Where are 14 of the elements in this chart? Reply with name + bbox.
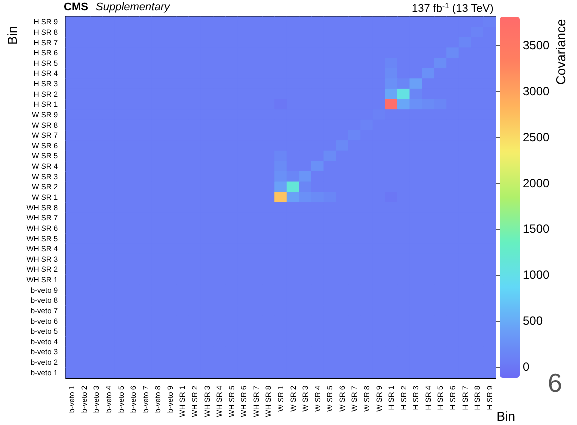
y-axis-title: Bin bbox=[5, 26, 20, 45]
color-bar-label: 1000 bbox=[523, 268, 550, 282]
text: 6 bbox=[548, 368, 562, 398]
color-bar-label: 0 bbox=[523, 360, 530, 374]
color-bar-label: 500 bbox=[523, 314, 544, 328]
color-bar-label: 3500 bbox=[523, 38, 550, 52]
chart-subtitle: Supplementary bbox=[96, 2, 172, 14]
chart-title: CMS bbox=[64, 2, 88, 14]
color-bar-title: Covariance bbox=[554, 19, 568, 85]
color-bar-label: 3000 bbox=[523, 84, 550, 98]
color-bar-label: 2000 bbox=[523, 176, 550, 190]
x-axis-title: Bin bbox=[496, 409, 516, 424]
color-bar-label: 2500 bbox=[523, 130, 550, 144]
color-bar-label: 1500 bbox=[523, 222, 550, 236]
